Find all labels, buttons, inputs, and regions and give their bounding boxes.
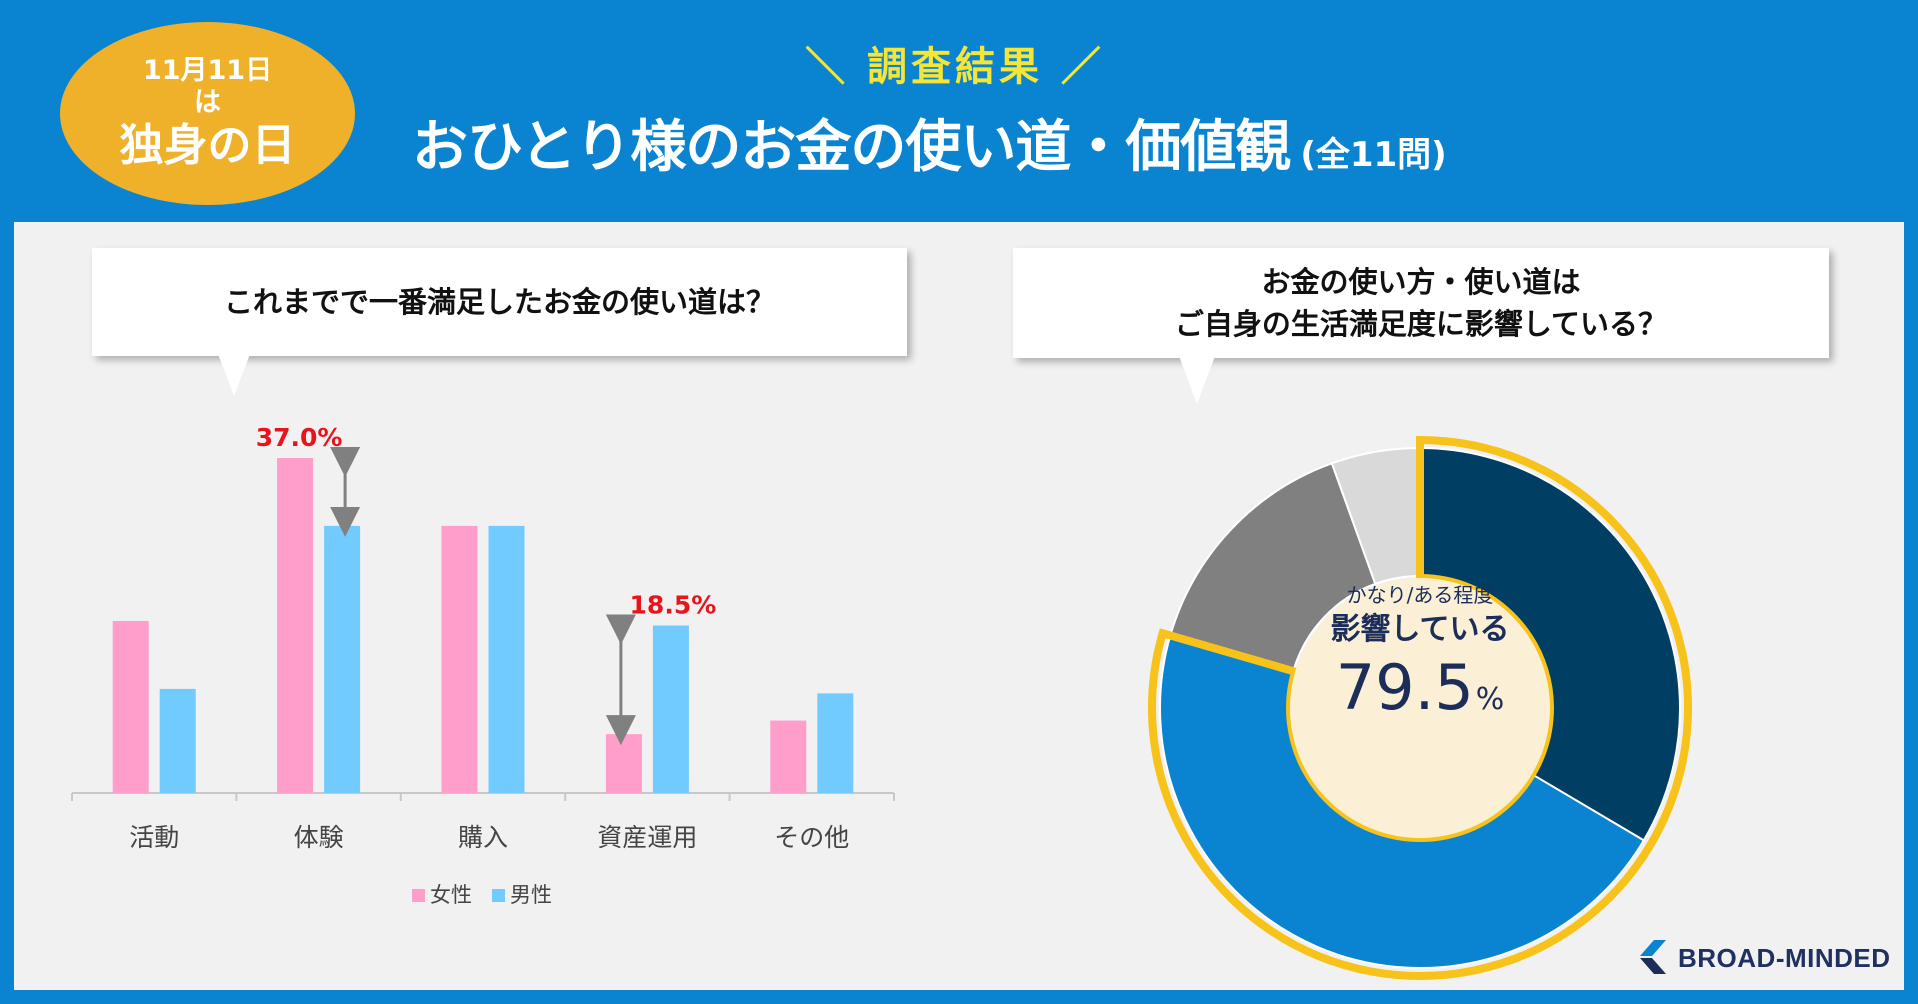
badge-particle: は bbox=[194, 86, 221, 118]
bar-male bbox=[488, 525, 525, 793]
legend-swatch-male bbox=[492, 889, 505, 902]
donut-center-circle bbox=[1290, 578, 1550, 838]
value-label: 18.5% bbox=[630, 591, 717, 620]
value-label: 37.0% bbox=[256, 423, 343, 452]
bar-chart: 活動 体験 購入 資産運用 その他 37.0% 18.5% 女性 男性 bbox=[71, 423, 895, 907]
bar-female bbox=[605, 734, 642, 793]
donut-center-unit: % bbox=[1475, 682, 1505, 717]
bar-male bbox=[652, 625, 689, 793]
right-question-bubble: お金の使い方・使い道は ご自身の生活満足度に影響している？ bbox=[1013, 248, 1829, 358]
x-tick-label: 体験 bbox=[294, 823, 344, 852]
logo-text: BROAD-MINDED bbox=[1678, 942, 1891, 973]
donut-center-label: かなり/ある程度 影響している 79.5% bbox=[1290, 580, 1550, 740]
left-bubble-tail bbox=[218, 354, 250, 396]
bar-male bbox=[324, 525, 361, 793]
right-bubble-tail bbox=[1179, 356, 1215, 404]
legend-label-female: 女性 bbox=[430, 883, 472, 907]
x-tick-label: 購入 bbox=[458, 823, 508, 852]
bar-female bbox=[770, 720, 807, 793]
date-badge: 11月11日 は 独身の日 bbox=[60, 22, 355, 205]
bar-female bbox=[441, 525, 478, 793]
left-question-text: これまでで一番満足したお金の使い道は？ bbox=[223, 285, 775, 319]
page-subtitle: (全11問) bbox=[1300, 135, 1447, 175]
donut-center-line1: かなり/ある程度 bbox=[1346, 583, 1494, 607]
badge-event: 独身の日 bbox=[119, 119, 296, 171]
donut-slice bbox=[1169, 462, 1377, 673]
legend-swatch-female bbox=[412, 889, 425, 902]
x-tick-label: その他 bbox=[774, 823, 849, 852]
donut-center-value: 79.5% bbox=[1290, 652, 1550, 740]
x-tick-label: 資産運用 bbox=[597, 823, 697, 852]
right-question-line2: ご自身の生活満足度に影響している？ bbox=[1174, 307, 1668, 341]
right-question-line1: お金の使い方・使い道は bbox=[1261, 265, 1581, 299]
bar-male bbox=[159, 688, 196, 793]
x-tick-label: 活動 bbox=[129, 823, 179, 852]
survey-label: ＼ 調査結果 ／ bbox=[805, 44, 1105, 90]
broad-minded-logo-icon bbox=[1640, 940, 1666, 974]
left-question-bubble: これまでで一番満足したお金の使い道は？ bbox=[92, 248, 907, 356]
page-title-text: おひとり様のお金の使い道・価値観 bbox=[412, 115, 1291, 180]
brand-logo: BROAD-MINDED bbox=[1640, 940, 1891, 976]
bar-female bbox=[112, 620, 149, 793]
legend-label-male: 男性 bbox=[510, 883, 552, 907]
bar-male bbox=[817, 693, 854, 793]
badge-date: 11月11日 bbox=[142, 54, 273, 86]
header: 11月11日 は 独身の日 ＼ 調査結果 ／ おひとり様のお金の使い道・価値観(… bbox=[0, 0, 1918, 222]
bar-female bbox=[277, 458, 314, 793]
page-title: おひとり様のお金の使い道・価値観 (全11問) bbox=[412, 102, 1447, 183]
donut-center-number: 79.5 bbox=[1335, 651, 1474, 724]
donut-center-line2: 影響している bbox=[1330, 612, 1510, 647]
donut-chart bbox=[1148, 435, 1692, 980]
